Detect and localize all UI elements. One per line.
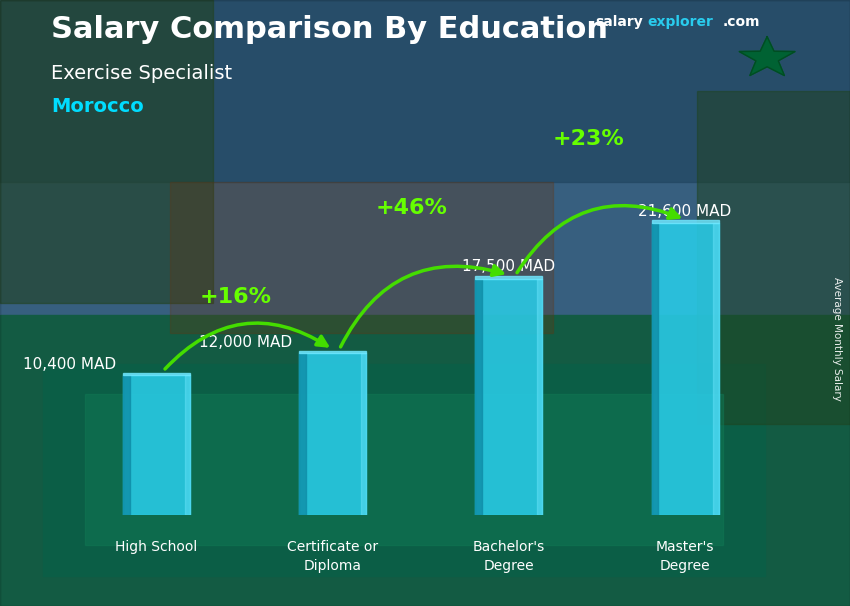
Bar	[0, 315, 850, 606]
Text: Master's
Degree: Master's Degree	[656, 540, 714, 573]
Text: +46%: +46%	[376, 198, 448, 218]
Bar	[170, 182, 552, 333]
Text: Morocco: Morocco	[51, 97, 144, 116]
Text: High School: High School	[116, 540, 197, 554]
Bar	[184, 375, 190, 515]
Text: 21,600 MAD: 21,600 MAD	[638, 204, 732, 219]
Text: Average Monthly Salary: Average Monthly Salary	[832, 278, 842, 401]
Text: salary: salary	[595, 15, 643, 29]
Bar	[475, 279, 542, 515]
Bar	[713, 223, 718, 515]
Text: +23%: +23%	[552, 128, 624, 148]
Text: explorer: explorer	[648, 15, 714, 29]
Bar	[85, 394, 722, 545]
Polygon shape	[740, 37, 795, 76]
Bar	[42, 364, 765, 576]
Text: Exercise Specialist: Exercise Specialist	[51, 64, 232, 82]
Bar	[299, 353, 366, 515]
Bar	[537, 279, 542, 515]
Bar	[123, 375, 130, 515]
Bar	[360, 353, 366, 515]
Bar	[0, 0, 850, 333]
Text: 17,500 MAD: 17,500 MAD	[462, 259, 555, 275]
Bar	[652, 223, 658, 515]
Text: Salary Comparison By Education: Salary Comparison By Education	[51, 15, 608, 44]
Bar	[475, 276, 542, 279]
Bar	[0, 0, 850, 182]
Bar	[652, 219, 718, 223]
Text: Certificate or
Diploma: Certificate or Diploma	[287, 540, 378, 573]
Bar	[123, 373, 190, 375]
Bar	[299, 353, 306, 515]
Bar	[697, 91, 850, 424]
Text: +16%: +16%	[200, 287, 272, 307]
Bar	[299, 351, 366, 353]
Text: 10,400 MAD: 10,400 MAD	[23, 357, 116, 372]
Bar	[0, 0, 212, 303]
Text: .com: .com	[722, 15, 760, 29]
Text: Bachelor's
Degree: Bachelor's Degree	[473, 540, 545, 573]
Text: 12,000 MAD: 12,000 MAD	[199, 335, 292, 350]
Bar	[123, 375, 190, 515]
Bar	[652, 223, 718, 515]
Bar	[475, 279, 482, 515]
